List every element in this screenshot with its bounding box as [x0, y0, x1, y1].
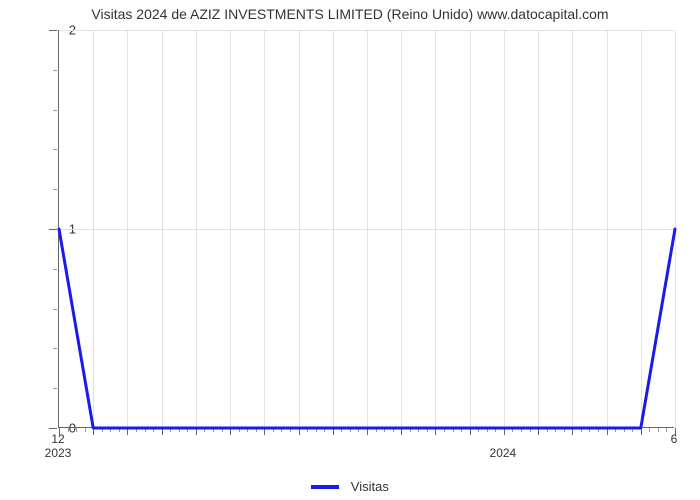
x-tick-minor [76, 428, 77, 432]
x-tick-minor [85, 428, 86, 432]
x-tick-minor [666, 428, 667, 432]
y-tick [49, 229, 57, 230]
x-tick-label: 12 [51, 432, 64, 446]
series-line [59, 30, 675, 428]
y-tick-minor [53, 189, 57, 190]
x-tick-minor [649, 428, 650, 432]
chart-title: Visitas 2024 de AZIZ INVESTMENTS LIMITED… [0, 6, 700, 22]
x-tick-minor [658, 428, 659, 432]
x-tick-label: 6 [671, 432, 678, 446]
x-year-label: 2023 [45, 446, 72, 460]
y-tick-minor [53, 309, 57, 310]
legend-label: Visitas [351, 479, 389, 494]
y-tick-minor [53, 269, 57, 270]
y-tick [49, 30, 57, 31]
y-tick-minor [53, 110, 57, 111]
legend-swatch [311, 485, 339, 489]
y-tick [49, 428, 57, 429]
visits-chart: Visitas 2024 de AZIZ INVESTMENTS LIMITED… [0, 0, 700, 500]
y-tick-minor [53, 149, 57, 150]
y-tick-minor [53, 348, 57, 349]
y-tick-minor [53, 70, 57, 71]
legend: Visitas [0, 478, 700, 494]
x-tick-minor [68, 428, 69, 432]
plot-area [58, 30, 674, 428]
x-year-label: 2024 [490, 446, 517, 460]
y-tick-minor [53, 388, 57, 389]
